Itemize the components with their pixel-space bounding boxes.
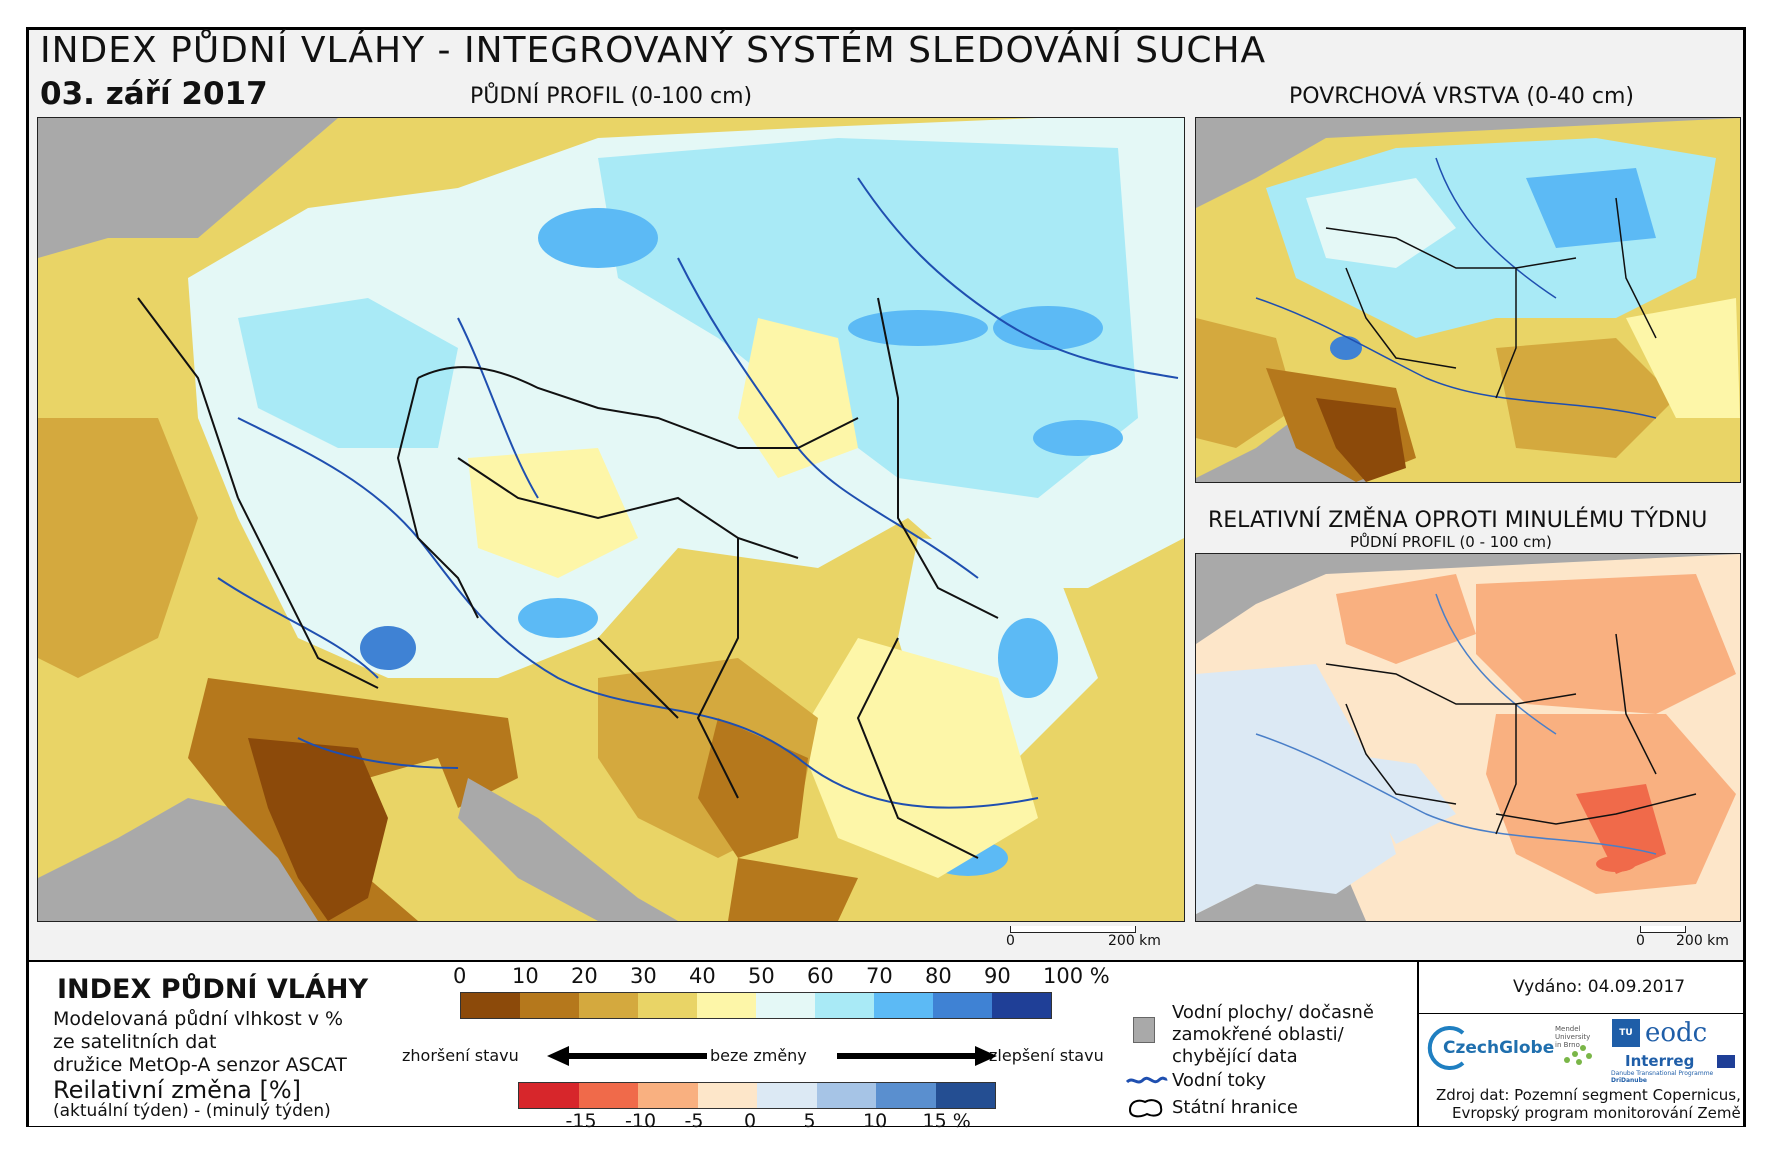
moisture-tick: 40 bbox=[689, 964, 716, 988]
moisture-tick: 70 bbox=[866, 964, 893, 988]
change-swatch bbox=[578, 1083, 638, 1108]
mendel-text: Mendel University in Brno bbox=[1555, 1025, 1591, 1049]
change-scale-bar bbox=[1640, 926, 1686, 933]
czechglobe-logo: CzechGlobe Mendel University in Brno bbox=[1427, 1025, 1597, 1075]
neutral-label: beze změny bbox=[710, 1046, 807, 1065]
dridanube-label: DriDanube bbox=[1611, 1077, 1647, 1084]
change-swatch bbox=[697, 1083, 757, 1108]
moisture-color-ramp bbox=[460, 992, 1052, 1019]
moisture-tick: 50 bbox=[748, 964, 775, 988]
surface-layer-map bbox=[1195, 117, 1741, 483]
better-label: zlepšení stavu bbox=[989, 1046, 1104, 1065]
moisture-swatch bbox=[992, 993, 1051, 1018]
main-scale-zero: 0 bbox=[1006, 933, 1015, 949]
main-map-graphic bbox=[38, 118, 1184, 921]
main-scale-bar bbox=[1010, 926, 1136, 933]
moisture-swatch bbox=[874, 993, 933, 1018]
main-map-caption: PŮDNÍ PROFIL (0-100 cm) bbox=[470, 84, 753, 109]
legend-divider bbox=[1417, 962, 1419, 1126]
river-symbol-icon bbox=[1125, 1076, 1168, 1084]
change-tick: 5 bbox=[803, 1110, 816, 1132]
legend-change-title: Reilativní změna [%] bbox=[53, 1076, 302, 1104]
change-direction-arrows bbox=[547, 1046, 997, 1066]
water-swatch bbox=[1133, 1017, 1155, 1043]
change-tick: -10 bbox=[625, 1110, 657, 1132]
czechglobe-text: CzechGlobe bbox=[1443, 1038, 1555, 1058]
change-swatch bbox=[519, 1083, 579, 1108]
info-separator bbox=[1419, 1013, 1743, 1014]
water-label-2: zamokřené oblasti/ bbox=[1172, 1024, 1344, 1045]
interreg-sub: Danube Transnational Programme bbox=[1611, 1070, 1714, 1077]
legend-panel: INDEX PŮDNÍ VLÁHY Modelovaná půdní vlhko… bbox=[29, 960, 1743, 1132]
czechglobe-logo-icon bbox=[1427, 1026, 1465, 1070]
moisture-tick: 30 bbox=[630, 964, 657, 988]
source-line-1: Zdroj dat: Pozemní segment Copernicus, bbox=[1436, 1086, 1741, 1104]
change-swatch bbox=[935, 1083, 995, 1108]
change-scale-zero: 0 bbox=[1636, 933, 1645, 949]
change-tick: 0 bbox=[744, 1110, 757, 1132]
moisture-swatch bbox=[579, 993, 638, 1018]
moisture-tick: 0 bbox=[453, 964, 467, 988]
legend-desc-1: Modelovaná půdní vlhkost v % bbox=[53, 1008, 344, 1030]
legend-change-desc: (aktuální týden) - (minulý týden) bbox=[53, 1101, 331, 1121]
change-swatch bbox=[816, 1083, 876, 1108]
change-map-subcaption: PŮDNÍ PROFIL (0 - 100 cm) bbox=[1350, 533, 1552, 551]
change-color-ramp bbox=[518, 1082, 996, 1109]
legend-desc-3: družice MetOp-A senzor ASCAT bbox=[53, 1054, 347, 1076]
border-symbol-icon bbox=[1128, 1099, 1163, 1118]
change-tick: -5 bbox=[684, 1110, 704, 1132]
tu-wien-logo: TU WIEN bbox=[1612, 1019, 1640, 1066]
eodc-logo: eodc bbox=[1645, 1018, 1708, 1048]
water-label-1: Vodní plochy/ dočasně bbox=[1172, 1002, 1374, 1023]
surface-map-caption: POVRCHOVÁ VRSTVA (0-40 cm) bbox=[1289, 84, 1634, 109]
moisture-swatch bbox=[638, 993, 697, 1018]
surface-map-graphic bbox=[1196, 118, 1740, 482]
change-swatch bbox=[876, 1083, 936, 1108]
page-title: INDEX PŮDNÍ VLÁHY - INTEGROVANÝ SYSTÉM S… bbox=[40, 30, 1267, 71]
moisture-tick: 90 bbox=[984, 964, 1011, 988]
mendel-dots-icon bbox=[1564, 1045, 1592, 1065]
water-label-3: chybějící data bbox=[1172, 1046, 1298, 1067]
worse-label: zhoršení stavu bbox=[402, 1046, 519, 1065]
interreg-logo: Interreg bbox=[1625, 1052, 1695, 1070]
map-date: 03. září 2017 bbox=[40, 76, 268, 112]
change-scale-label: 200 km bbox=[1676, 933, 1729, 949]
issued-date: Vydáno: 04.09.2017 bbox=[1513, 977, 1686, 997]
source-line-2: Evropský program monitorování Země bbox=[1452, 1104, 1741, 1122]
main-soil-moisture-map bbox=[37, 117, 1185, 922]
moisture-tick: 20 bbox=[571, 964, 598, 988]
moisture-tick: 60 bbox=[807, 964, 834, 988]
moisture-tick: 10 bbox=[512, 964, 539, 988]
main-scale-label: 200 km bbox=[1108, 933, 1161, 949]
change-tick: 10 bbox=[863, 1110, 888, 1132]
change-swatch bbox=[638, 1083, 698, 1108]
moisture-swatch bbox=[933, 993, 992, 1018]
moisture-swatch bbox=[756, 993, 815, 1018]
legend-desc-2: ze satelitních dat bbox=[53, 1031, 217, 1053]
moisture-swatch bbox=[697, 993, 756, 1018]
change-tick: -15 bbox=[565, 1110, 597, 1132]
legend-title: INDEX PŮDNÍ VLÁHY bbox=[57, 974, 369, 1005]
tu-wien-text: TU WIEN bbox=[1612, 1028, 1640, 1066]
moisture-swatch bbox=[815, 993, 874, 1018]
borders-label: Státní hranice bbox=[1172, 1097, 1298, 1118]
moisture-tick: 80 bbox=[925, 964, 952, 988]
relative-change-map bbox=[1195, 553, 1741, 922]
moisture-tick: 100 % bbox=[1043, 964, 1110, 988]
change-map-graphic bbox=[1196, 554, 1740, 921]
rivers-label: Vodní toky bbox=[1172, 1070, 1266, 1091]
eu-flag-icon bbox=[1717, 1055, 1735, 1068]
moisture-swatch bbox=[461, 993, 520, 1018]
change-tick: 15 % bbox=[922, 1110, 971, 1132]
change-swatch bbox=[757, 1083, 817, 1108]
moisture-swatch bbox=[520, 993, 579, 1018]
change-map-caption: RELATIVNÍ ZMĚNA OPROTI MINULÉMU TÝDNU bbox=[1208, 508, 1708, 533]
